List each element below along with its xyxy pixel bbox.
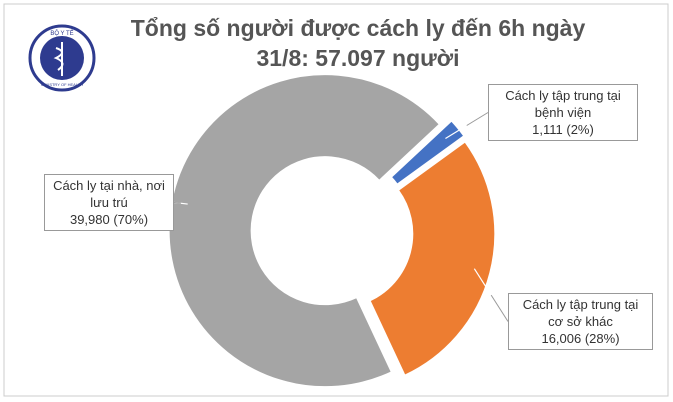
chart-title: Tổng số người được cách ly đến 6h ngày (131, 15, 586, 41)
leader-line (490, 294, 509, 322)
category: Cách ly tập trung tại cơ sở khác (522, 297, 639, 329)
leader-line (466, 112, 489, 126)
data-label: Cách ly tập trung tại bệnh viện 1,111 (2%… (488, 84, 638, 141)
value-label: 1,111 (2%) (532, 122, 594, 137)
category: Cách ly tập trung tại bệnh viện (505, 88, 621, 120)
value-label: 39,980 (70%) (69, 212, 149, 227)
data-label: Cách ly tại nhà, nơi lưu trú 39,980 (70%) (44, 174, 174, 231)
donut-slice (369, 141, 496, 376)
leader-line (173, 202, 181, 204)
donut-slice (390, 120, 465, 185)
logo-bottom: MINISTRY OF HEALTH (41, 82, 83, 87)
value-label: 16,006 (28%) (541, 331, 620, 346)
data-label: Cách ly tập trung tại cơ sở khác 16,006 (… (508, 293, 653, 350)
logo-top: BỘ Y TẾ (50, 30, 73, 37)
logo: BỘ Y TẾ MINISTRY OF HEALTH (28, 24, 96, 92)
category: Cách ly tại nhà, nơi lưu trú (53, 178, 165, 210)
chart-title: 31/8: 57.097 người (256, 45, 459, 71)
donut-slice (168, 74, 440, 388)
